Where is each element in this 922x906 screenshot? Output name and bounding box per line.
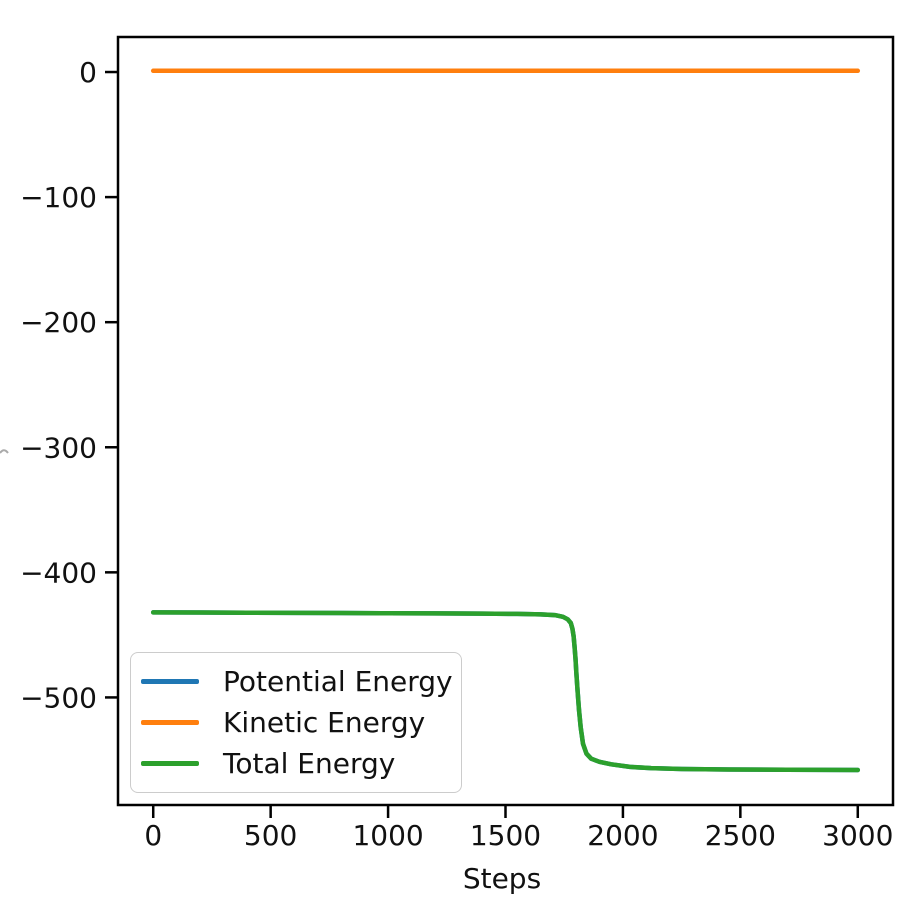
legend-item-label: Total Energy [223,746,396,780]
legend: Potential Energy Kinetic Energy Total Ener… [130,652,462,793]
legend-line-sample [141,720,199,725]
y-tick-label: −100 [20,181,97,214]
y-tick-label: −300 [20,431,97,464]
x-tick-label: 3000 [822,819,893,852]
legend-item: Total Energy [141,746,455,780]
x-tick-label: 2500 [705,819,776,852]
legend-line-sample [141,679,199,684]
x-tick-label: 2000 [587,819,658,852]
legend-item-label: Kinetic Energy [223,705,426,739]
y-tick-label: −400 [20,556,97,589]
x-tick-label: 1000 [352,819,423,852]
ticks-layer: 0 500 1000 1500 2000 2500 3000 0 −100 −200 −300 −40… [20,56,893,852]
y-tick-label: −200 [20,306,97,339]
legend-item: Kinetic Energy [141,705,455,739]
line-total-energy [150,610,861,773]
x-axis-label: Steps [463,862,541,895]
legend-item-label: Potential Energy [223,664,453,698]
legend-item: Potential Energy [141,664,455,698]
series-layer [150,68,861,773]
y-axis-label-fragment [0,449,9,454]
x-tick-label: 1500 [470,819,541,852]
y-tick-label: 0 [79,56,97,89]
x-tick-label: 500 [244,819,297,852]
legend-line-sample [141,761,199,766]
x-tick-label: 0 [144,819,162,852]
y-tick-label: −500 [20,681,97,714]
